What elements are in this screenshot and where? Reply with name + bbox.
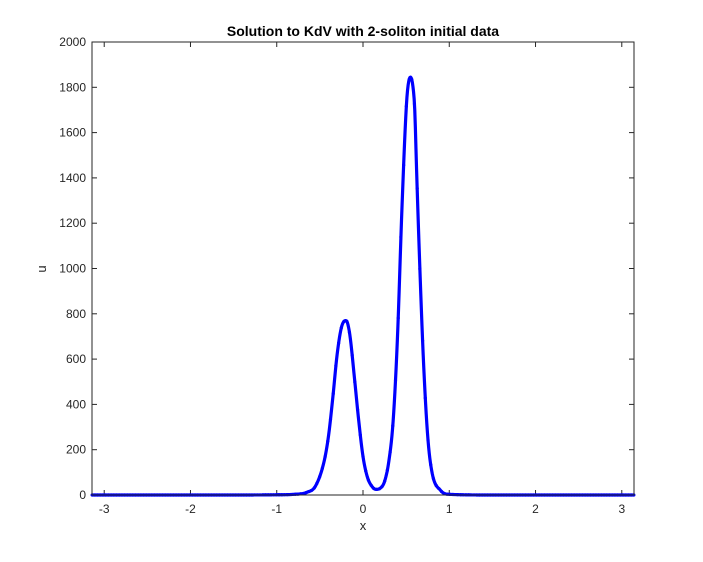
y-tick-label: 200: [66, 443, 86, 457]
axes-box: [91, 41, 635, 496]
data-point: [377, 487, 381, 491]
data-point: [339, 326, 343, 330]
y-tick-label: 0: [79, 488, 86, 502]
data-point: [304, 491, 308, 495]
x-tick-label: -2: [185, 502, 196, 516]
data-point: [307, 489, 311, 494]
y-tick-label: 1200: [59, 216, 86, 230]
data-point: [342, 319, 346, 323]
data-point: [393, 378, 398, 383]
plot-area: [90, 75, 636, 497]
data-point: [383, 479, 387, 483]
chart-title: Solution to KdV with 2-soliton initial d…: [227, 23, 499, 39]
data-point: [318, 475, 322, 479]
y-tick-label: 600: [66, 352, 86, 366]
data-point: [415, 186, 419, 191]
y-tick-label: 1400: [59, 171, 86, 185]
data-point: [331, 392, 335, 396]
data-point: [404, 104, 408, 108]
data-point: [423, 396, 427, 400]
data-point: [328, 417, 333, 422]
data-point: [350, 353, 354, 357]
data-point: [407, 78, 411, 82]
data-point: [439, 489, 444, 494]
data-point: [437, 486, 441, 491]
data-point: [315, 481, 319, 485]
data-point: [358, 433, 362, 437]
series-line: [91, 75, 635, 497]
x-axis-ticks: -3 -2 -1 0 1 2 3: [99, 42, 625, 516]
data-point: [396, 316, 400, 320]
data-point: [312, 486, 316, 490]
data-point: [402, 163, 406, 167]
data-point: [399, 235, 403, 239]
x-tick-label: -3: [99, 502, 110, 516]
x-tick-label: 3: [618, 502, 625, 516]
data-point: [323, 455, 327, 459]
data-point: [410, 77, 414, 82]
data-point: [426, 438, 430, 442]
data-point: [380, 485, 384, 489]
y-tick-label: 2000: [59, 35, 86, 49]
data-point: [434, 483, 438, 487]
data-point: [412, 102, 417, 106]
data-point: [385, 468, 389, 472]
data-point: [372, 486, 376, 491]
y-tick-label: 400: [66, 397, 86, 411]
data-point: [369, 483, 373, 487]
y-axis-ticks: 0 200 400 600 800 1000 1200 1400 1600 1800 2000: [59, 35, 634, 502]
data-point: [334, 364, 338, 368]
x-tick-label: 2: [532, 502, 539, 516]
y-tick-label: 800: [66, 307, 86, 321]
x-tick-label: 0: [360, 502, 367, 516]
data-point: [353, 380, 357, 384]
data-point: [326, 439, 330, 443]
y-axis-label: u: [34, 265, 49, 272]
data-point: [301, 491, 306, 496]
data-point: [429, 463, 433, 467]
y-tick-label: 1600: [59, 126, 86, 140]
data-point: [374, 487, 379, 491]
x-axis-label: x: [360, 518, 367, 533]
data-point: [345, 319, 349, 323]
data-point: [431, 477, 436, 481]
data-point: [366, 478, 371, 482]
data-point: [347, 330, 352, 334]
data-point: [337, 341, 341, 345]
data-point: [442, 491, 446, 496]
data-point: [364, 469, 368, 473]
y-tick-label: 1000: [59, 262, 86, 276]
data-point: [355, 408, 360, 412]
data-point: [418, 267, 422, 271]
x-tick-label: -1: [271, 502, 282, 516]
data-point: [320, 466, 324, 470]
data-point: [309, 488, 314, 493]
data-point: [391, 424, 395, 428]
data-point: [420, 339, 425, 343]
x-tick-label: 1: [446, 502, 453, 516]
data-point: [388, 450, 392, 454]
data-point: [361, 454, 365, 459]
y-tick-label: 1800: [59, 80, 86, 94]
